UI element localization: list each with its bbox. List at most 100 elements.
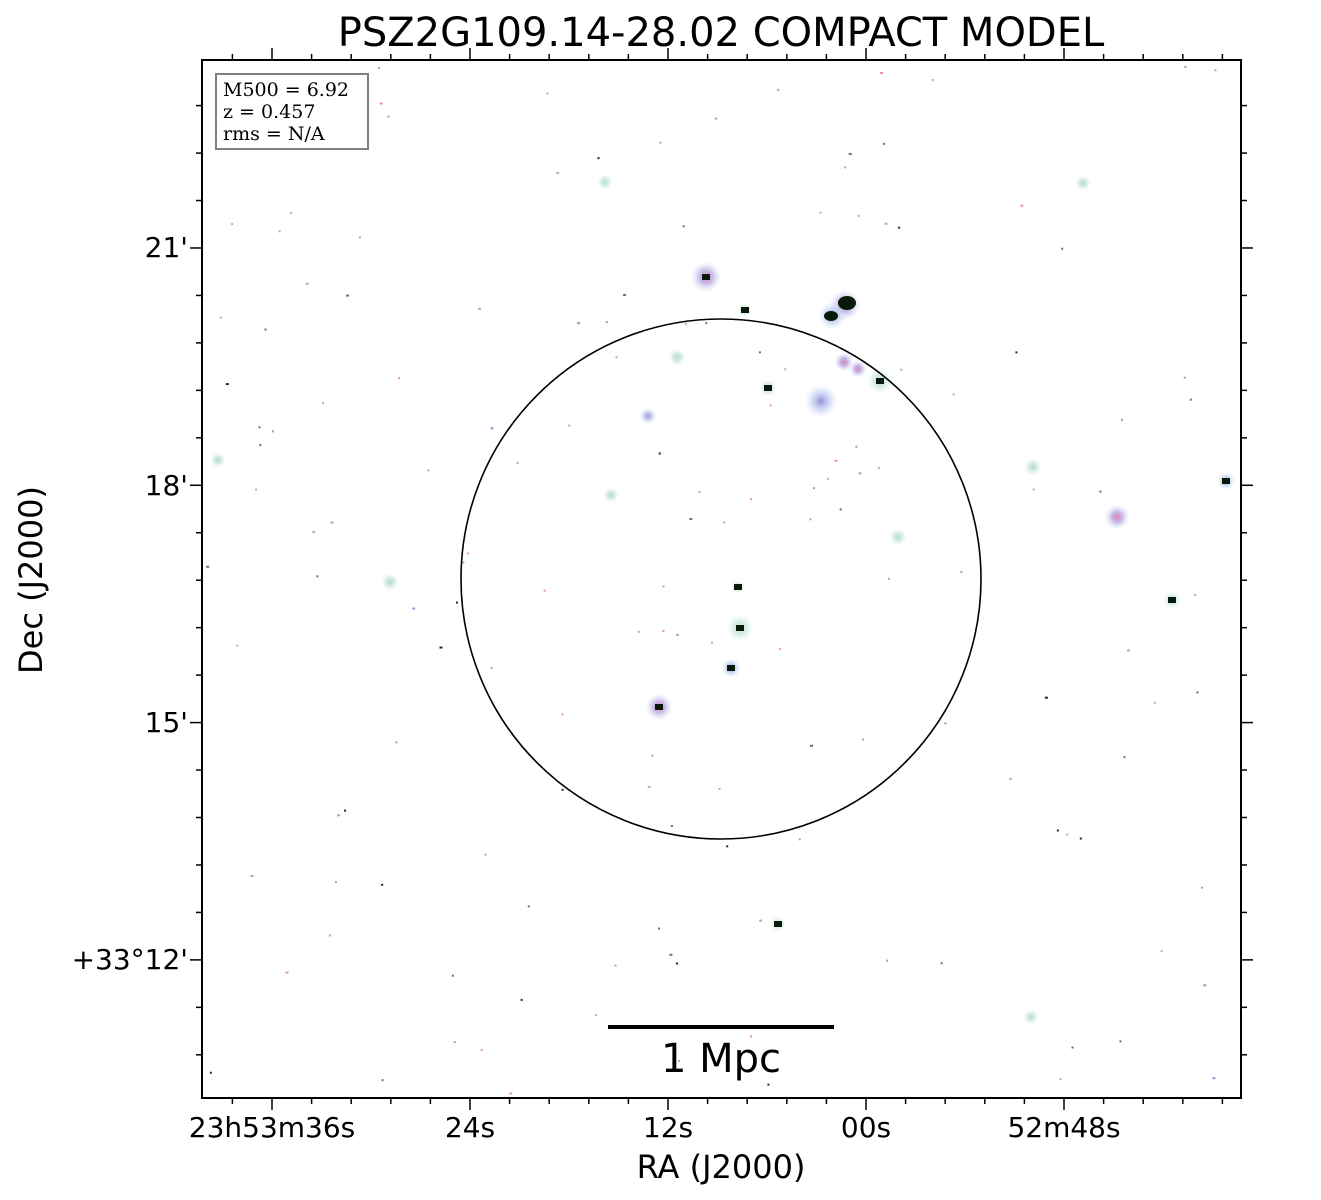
- source-core: [824, 311, 838, 321]
- x-axis-label: RA (J2000): [637, 1148, 806, 1186]
- faint-source: [290, 212, 293, 215]
- faint-source: [711, 641, 714, 644]
- faint-source: [758, 351, 761, 354]
- ra-tick-label: 12s: [643, 1111, 693, 1144]
- faint-source: [439, 646, 443, 649]
- faint-source: [1160, 950, 1163, 953]
- faint-source: [647, 785, 651, 788]
- source-core: [736, 625, 744, 631]
- faint-source: [944, 722, 947, 725]
- faint-source: [1099, 490, 1102, 493]
- faint-source: [682, 225, 685, 228]
- faint-source: [1009, 777, 1012, 780]
- faint-source: [614, 964, 617, 967]
- source-core: [655, 704, 663, 710]
- source-glow: [1023, 1009, 1039, 1025]
- dec-tick-label: 21': [145, 231, 188, 264]
- faint-source: [1194, 593, 1197, 596]
- dec-tick-label: 18': [145, 469, 188, 502]
- faint-source: [662, 629, 665, 632]
- faint-source: [623, 293, 627, 296]
- faint-source: [637, 630, 640, 633]
- faint-source: [809, 518, 812, 521]
- faint-source: [378, 67, 381, 70]
- source-glow: [1104, 504, 1130, 530]
- source-glow: [849, 360, 867, 378]
- faint-source: [490, 666, 493, 669]
- faint-source: [1119, 1040, 1122, 1043]
- faint-source: [705, 322, 708, 325]
- axis-ticks: [190, 48, 1253, 1110]
- faint-source: [259, 444, 262, 447]
- y-axis-label: Dec (J2000): [12, 486, 50, 674]
- faint-source: [427, 469, 430, 472]
- faint-source: [597, 157, 600, 160]
- faint-source: [272, 430, 275, 433]
- faint-source: [678, 1060, 681, 1063]
- dec-tick-label: 15': [145, 706, 188, 739]
- faint-source: [337, 814, 341, 817]
- faint-source: [886, 959, 889, 962]
- faint-source: [258, 426, 261, 429]
- source-glow: [804, 384, 838, 418]
- faint-source: [1189, 398, 1192, 401]
- faint-source: [662, 585, 665, 588]
- faint-source: [381, 883, 384, 886]
- faint-source: [658, 927, 661, 930]
- faint-source: [381, 1079, 384, 1082]
- source-glow: [1024, 458, 1042, 476]
- faint-source: [952, 393, 955, 396]
- figure-title: PSZ2G109.14-28.02 COMPACT MODEL: [338, 10, 1105, 56]
- faint-source: [819, 211, 822, 214]
- faint-source: [675, 962, 678, 965]
- faint-source: [684, 322, 687, 325]
- faint-source: [1066, 833, 1069, 836]
- source-core: [838, 296, 856, 310]
- faint-source: [577, 322, 581, 325]
- faint-source: [1032, 488, 1035, 491]
- faint-source: [651, 754, 654, 757]
- faint-source: [777, 88, 780, 91]
- faint-source: [1071, 1046, 1074, 1049]
- redshift-label: z = 0.457: [223, 101, 315, 123]
- source-glow: [834, 352, 854, 372]
- faint-source: [328, 934, 331, 937]
- faint-source: [759, 919, 763, 922]
- faint-source: [467, 552, 470, 555]
- faint-source: [779, 648, 782, 651]
- faint-source: [844, 166, 847, 169]
- source-core: [741, 307, 749, 313]
- faint-source: [322, 401, 325, 404]
- faint-source: [358, 236, 361, 239]
- faint-source: [346, 294, 350, 297]
- faint-source: [1044, 696, 1048, 699]
- source-glow: [1075, 175, 1091, 191]
- faint-source: [509, 1092, 513, 1095]
- source-core: [727, 665, 735, 671]
- faint-source: [883, 142, 886, 145]
- faint-source: [206, 565, 210, 568]
- faint-source: [1212, 1077, 1216, 1080]
- faint-source: [461, 561, 465, 564]
- faint-source: [798, 838, 801, 841]
- faint-source: [827, 477, 830, 480]
- faint-source: [453, 1041, 456, 1044]
- ra-tick-label: 24s: [445, 1111, 495, 1144]
- source-glow: [639, 407, 657, 425]
- faint-source: [334, 881, 337, 884]
- faint-source: [834, 459, 838, 462]
- faint-source: [940, 962, 943, 965]
- faint-source: [1123, 756, 1126, 759]
- faint-source: [726, 845, 729, 848]
- source-core: [702, 274, 710, 280]
- ra-tick-label: 52m48s: [1007, 1111, 1120, 1144]
- faint-source: [490, 427, 494, 430]
- faint-source: [670, 825, 673, 828]
- faint-source: [451, 974, 454, 977]
- faint-source: [344, 809, 347, 812]
- faint-source: [255, 488, 258, 491]
- faint-source: [900, 368, 903, 371]
- faint-source: [379, 102, 383, 105]
- faint-source: [855, 445, 858, 448]
